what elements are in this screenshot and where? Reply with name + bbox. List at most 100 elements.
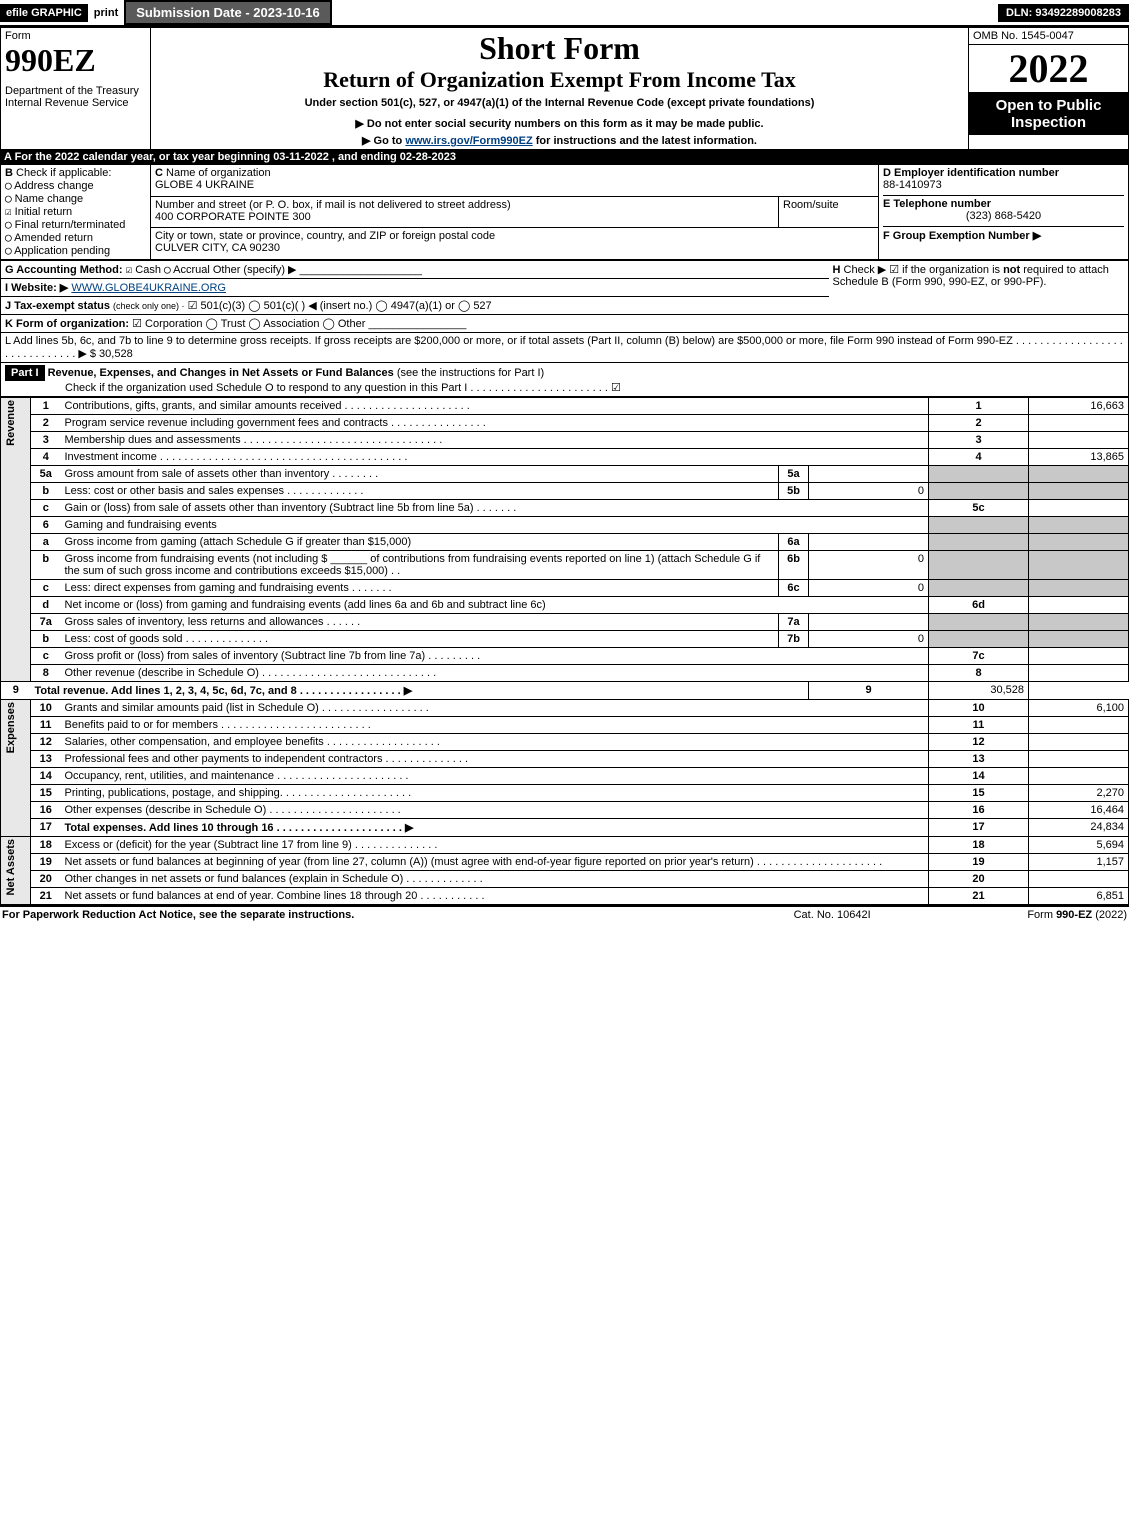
form-number: 990EZ	[5, 42, 146, 79]
warn-ssn: ▶ Do not enter social security numbers o…	[155, 117, 964, 130]
line-row: 18Excess or (deficit) for the year (Subt…	[1, 837, 1129, 854]
line-row: bLess: cost of goods sold . . . . . . . …	[1, 631, 1129, 648]
g-other: Other (specify) ▶	[213, 264, 297, 276]
checkbox-item: ◯ Amended return	[5, 231, 146, 244]
warn-prefix: ▶ Go to	[362, 135, 405, 147]
e-label: E Telephone number	[883, 195, 1124, 210]
line-row: dNet income or (loss) from gaming and fu…	[1, 597, 1129, 614]
line-row: cLess: direct expenses from gaming and f…	[1, 580, 1129, 597]
b-label: B	[5, 167, 13, 179]
line-row: 7aGross sales of inventory, less returns…	[1, 614, 1129, 631]
line-row: 10Grants and similar amounts paid (list …	[1, 700, 1129, 717]
short-form-title: Short Form	[155, 30, 964, 67]
line-row: 21Net assets or fund balances at end of …	[1, 888, 1129, 905]
efile-label: efile GRAPHIC	[0, 4, 88, 22]
checkbox-item: ◯ Address change	[5, 179, 146, 192]
form-header-table: Form 990EZ Department of the Treasury In…	[0, 27, 1129, 150]
line-row: 5aGross amount from sale of assets other…	[1, 466, 1129, 483]
dln-label: DLN: 93492289008283	[998, 4, 1129, 22]
b-check: Check if applicable:	[16, 167, 111, 179]
addr-lbl: Number and street (or P. O. box, if mail…	[155, 199, 511, 211]
entity-table: B Check if applicable: ◯ Address change◯…	[0, 164, 1129, 260]
return-title: Return of Organization Exempt From Incom…	[155, 67, 964, 93]
line-row: 17Total expenses. Add lines 10 through 1…	[1, 819, 1129, 837]
footer-form-year: (2022)	[1092, 909, 1127, 921]
tax-year: 2022	[969, 45, 1128, 93]
line-row: 1Contributions, gifts, grants, and simil…	[1, 398, 1129, 415]
f-label: F Group Exemption Number ▶	[883, 226, 1124, 242]
website-link[interactable]: WWW.GLOBE4UKRAINE.ORG	[71, 282, 226, 294]
header-bar: efile GRAPHIC print Submission Date - 20…	[0, 0, 1129, 27]
street-addr: 400 CORPORATE POINTE 300	[155, 211, 311, 223]
line-row: 16Other expenses (describe in Schedule O…	[1, 802, 1129, 819]
irs-label: Internal Revenue Service	[5, 97, 146, 109]
line-row: 14Occupancy, rent, utilities, and mainte…	[1, 768, 1129, 785]
c-label: C	[155, 167, 163, 179]
submission-date: Submission Date - 2023-10-16	[124, 0, 332, 25]
footer-form-word: Form	[1027, 909, 1056, 921]
line-row: 2Program service revenue including gover…	[1, 415, 1129, 432]
g-label: G Accounting Method:	[5, 264, 123, 276]
g-cash: Cash	[135, 264, 161, 276]
part1-check: Check if the organization used Schedule …	[5, 382, 621, 394]
line-row: 6Gaming and fundraising events	[1, 517, 1129, 534]
line-row: 3Membership dues and assessments . . . .…	[1, 432, 1129, 449]
warn-suffix: for instructions and the latest informat…	[533, 135, 757, 147]
checkbox-item: ☑ Initial return	[5, 205, 146, 218]
part1-table: Revenue 1Contributions, gifts, grants, a…	[0, 397, 1129, 905]
g-h-table: G Accounting Method: ☑ Cash ◯ Accrual Ot…	[0, 260, 1129, 315]
footer-left: For Paperwork Reduction Act Notice, see …	[2, 909, 749, 921]
part1-sub: (see the instructions for Part I)	[397, 367, 544, 379]
k-opts: ☑ Corporation ◯ Trust ◯ Association ◯ Ot…	[132, 318, 365, 330]
part1-label: Part I	[5, 365, 45, 381]
print-label[interactable]: print	[88, 4, 124, 22]
netassets-section-label: Net Assets	[5, 839, 17, 895]
g-accrual: Accrual	[173, 264, 210, 276]
line-row: 8Other revenue (describe in Schedule O) …	[1, 665, 1129, 682]
footer-mid: Cat. No. 10642I	[751, 909, 914, 921]
city-lbl: City or town, state or province, country…	[155, 230, 495, 242]
omb-number: OMB No. 1545-0047	[969, 28, 1128, 45]
under-section: Under section 501(c), 527, or 4947(a)(1)…	[155, 97, 964, 109]
footer: For Paperwork Reduction Act Notice, see …	[0, 905, 1129, 923]
warn-link-line: ▶ Go to www.irs.gov/Form990EZ for instru…	[155, 134, 964, 147]
line-row: 20Other changes in net assets or fund ba…	[1, 871, 1129, 888]
line-row: cGain or (loss) from sale of assets othe…	[1, 500, 1129, 517]
l-line: L Add lines 5b, 6c, and 7b to line 9 to …	[0, 333, 1129, 363]
footer-form-no: 990-EZ	[1056, 909, 1092, 921]
dept-treasury: Department of the Treasury	[5, 85, 146, 97]
checkbox-item: ◯ Name change	[5, 192, 146, 205]
line-row: cGross profit or (loss) from sales of in…	[1, 648, 1129, 665]
irs-link[interactable]: www.irs.gov/Form990EZ	[405, 135, 532, 147]
org-name: GLOBE 4 UKRAINE	[155, 179, 254, 191]
ein: 88-1410973	[883, 179, 1124, 191]
open-inspection: Open to Public Inspection	[969, 93, 1128, 135]
phone: (323) 868-5420	[883, 210, 1124, 222]
checkbox-item: ◯ Application pending	[5, 244, 146, 257]
i-label: I Website: ▶	[5, 282, 68, 294]
k-line: K Form of organization: ☑ Corporation ◯ …	[0, 315, 1129, 333]
j-label: J Tax-exempt status	[5, 300, 110, 312]
checkbox-item: ◯ Final return/terminated	[5, 218, 146, 231]
line-row: 15Printing, publications, postage, and s…	[1, 785, 1129, 802]
section-a: A For the 2022 calendar year, or tax yea…	[0, 150, 1129, 164]
city-state-zip: CULVER CITY, CA 90230	[155, 242, 280, 254]
line-row: 19Net assets or fund balances at beginni…	[1, 854, 1129, 871]
c-name-lbl: Name of organization	[166, 167, 271, 179]
revenue-section-label: Revenue	[5, 400, 17, 446]
line-row: bGross income from fundraising events (n…	[1, 551, 1129, 580]
k-label: K Form of organization:	[5, 318, 129, 330]
expenses-section-label: Expenses	[5, 702, 17, 753]
g-cash-chk: ☑	[126, 263, 133, 276]
room-lbl: Room/suite	[783, 199, 839, 211]
line-row: bLess: cost or other basis and sales exp…	[1, 483, 1129, 500]
d-label: D Employer identification number	[883, 167, 1124, 179]
line-row: 12Salaries, other compensation, and empl…	[1, 734, 1129, 751]
g-accrual-chk: ◯	[164, 263, 171, 276]
footer-right: Form 990-EZ (2022)	[916, 909, 1127, 921]
h-prefix: H	[833, 264, 841, 276]
line-row: aGross income from gaming (attach Schedu…	[1, 534, 1129, 551]
line-row: 9Total revenue. Add lines 1, 2, 3, 4, 5c…	[1, 682, 1129, 700]
part1-header-row: Part I Revenue, Expenses, and Changes in…	[0, 363, 1129, 397]
b-checkbox-list: ◯ Address change◯ Name change☑ Initial r…	[5, 179, 146, 257]
